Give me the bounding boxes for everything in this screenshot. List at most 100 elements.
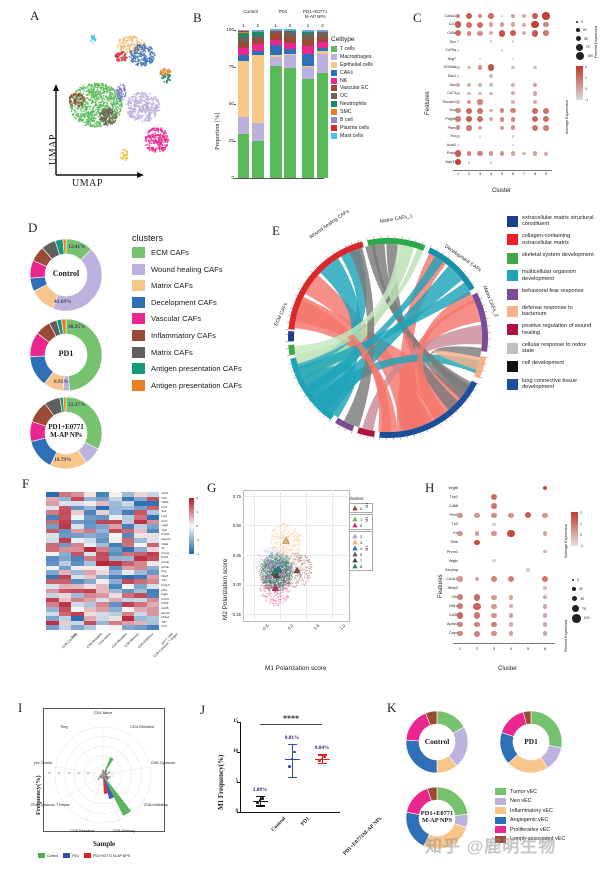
heatmap-cell: [58, 607, 72, 612]
colorbar-tick: -2: [196, 552, 200, 556]
legend-color-title: Average Expression: [564, 524, 568, 558]
radar-chart: [54, 726, 152, 824]
legend-color-tick: 2: [580, 511, 582, 515]
heatmap-cell: [83, 551, 97, 557]
feature-label: Thy1: [449, 494, 458, 499]
heatmap-cell: [46, 547, 59, 552]
feature-label: Sele: [450, 540, 458, 545]
heatmap-cell: [146, 602, 160, 607]
legend-size-label: 25: [578, 587, 583, 591]
heatmap-cell: [71, 528, 84, 534]
radial-tick: 10: [86, 771, 90, 775]
heatmap-cell: [83, 593, 97, 598]
heatmap-cell: [71, 597, 84, 603]
heatmap-cell: [146, 584, 160, 589]
legend-label: Epithelial cells: [340, 61, 373, 68]
dot: [467, 91, 471, 96]
heatmap-cell: [46, 496, 59, 502]
heatmap-cell: [121, 565, 135, 571]
group-label: PD1+E0771 M-AP NPs: [302, 9, 328, 19]
row-label: Ifng: [161, 569, 167, 574]
heatmap-cell: [71, 593, 84, 598]
error-cap: [287, 776, 297, 778]
row-label: Itgae: [161, 592, 168, 597]
heatmap-cell: [109, 616, 122, 621]
y-tick: 0.75: [232, 493, 241, 499]
dot: [543, 107, 549, 114]
dot: [508, 622, 514, 627]
heatmap-cell: [121, 492, 135, 497]
heatmap-cell: [58, 505, 72, 511]
panel-b-y-axis-label: Proportion [%]: [214, 112, 221, 150]
legend-label: Matrix CAFs: [151, 281, 193, 291]
legend-size-dot: [572, 579, 574, 581]
data-point: [293, 750, 296, 754]
dot: [456, 612, 464, 619]
dot: [474, 621, 480, 628]
legend-swatch: [84, 853, 92, 858]
heatmap-cell: [146, 515, 160, 520]
heatmap-cell: [71, 565, 84, 571]
legend-triangle: [352, 551, 358, 557]
heatmap-cell: [83, 570, 97, 575]
heatmap-cell: [83, 542, 97, 548]
legend-item: 6: [352, 522, 362, 528]
dot: [489, 31, 493, 35]
dot: [508, 594, 514, 600]
legend-item: Inflammatory vEC: [495, 807, 565, 815]
y-tick: 15: [233, 719, 238, 724]
cluster-tick: 4: [509, 645, 513, 651]
panel-d-legend-title: clusters: [132, 233, 164, 243]
panel-k-legend: Tumor vEC Neo vEC Inflammatory vEC Angiogen…: [495, 788, 565, 846]
legend-swatch: [331, 77, 337, 84]
bar-segment: [284, 31, 296, 37]
dot: [488, 13, 494, 19]
legend-item: positive regulation of wound healing: [507, 323, 594, 336]
legend-label: 8: [360, 563, 363, 569]
dot: [541, 575, 549, 583]
heatmap-cell: [96, 565, 109, 571]
heatmap-cell: [58, 620, 72, 626]
panel-d: D Control 12.41% 43.69% PD1 48.35% 8.95% PD1+E…: [0, 205, 265, 470]
heatmap-cell: [58, 602, 72, 607]
heatmap-cell: [46, 597, 59, 603]
heatmap-cell: [71, 501, 84, 506]
legend-triangle: [352, 522, 358, 528]
panel-f: F Cd3e Cd4 Cd8a Ccr7 Sell Lef1 Ccr7 Lag3 Tigit Pd…: [0, 468, 205, 688]
heatmap-cell: [71, 588, 84, 594]
y-tick: 0.00: [232, 582, 241, 588]
radar-axis-label: CD4-Naive: [93, 711, 113, 715]
dot: [522, 22, 526, 27]
heatmap-cell: [46, 620, 59, 626]
dot: [543, 586, 547, 590]
heatmap-cell: [46, 519, 59, 525]
heatmap-cell: [71, 607, 84, 612]
dot: [456, 74, 460, 78]
legend-color-tick: -1: [580, 544, 584, 548]
feature-label: Cd74: [447, 91, 456, 96]
legend-swatch: [132, 247, 145, 258]
heatmap-cell: [134, 561, 147, 566]
legend-triangle: [352, 539, 358, 545]
panel-b: B Control PD1 PD1+E0771 M-AP NPs 0 25 50 75 10…: [190, 0, 400, 200]
axis-x: [453, 642, 555, 644]
heatmap-cell: [134, 538, 147, 543]
legend-size-item: 75: [572, 605, 586, 613]
dot: [457, 512, 463, 519]
heatmap-cell: [46, 593, 59, 598]
heatmap-cell: [83, 565, 97, 571]
cluster-tick: 5: [500, 171, 504, 176]
legend-label: Matrix CAFs: [151, 347, 193, 357]
legend-swatch: [331, 69, 337, 76]
heatmap-cell: [121, 496, 135, 502]
dot: [491, 603, 497, 609]
dot: [456, 100, 460, 104]
heatmap-cell: [83, 496, 97, 502]
heatmap-cell: [96, 616, 109, 621]
dot: [531, 29, 539, 37]
dot: [542, 12, 550, 20]
dot: [491, 630, 497, 637]
panel-f-label: F: [22, 476, 30, 491]
feature-label: Ptprc: [447, 125, 456, 130]
